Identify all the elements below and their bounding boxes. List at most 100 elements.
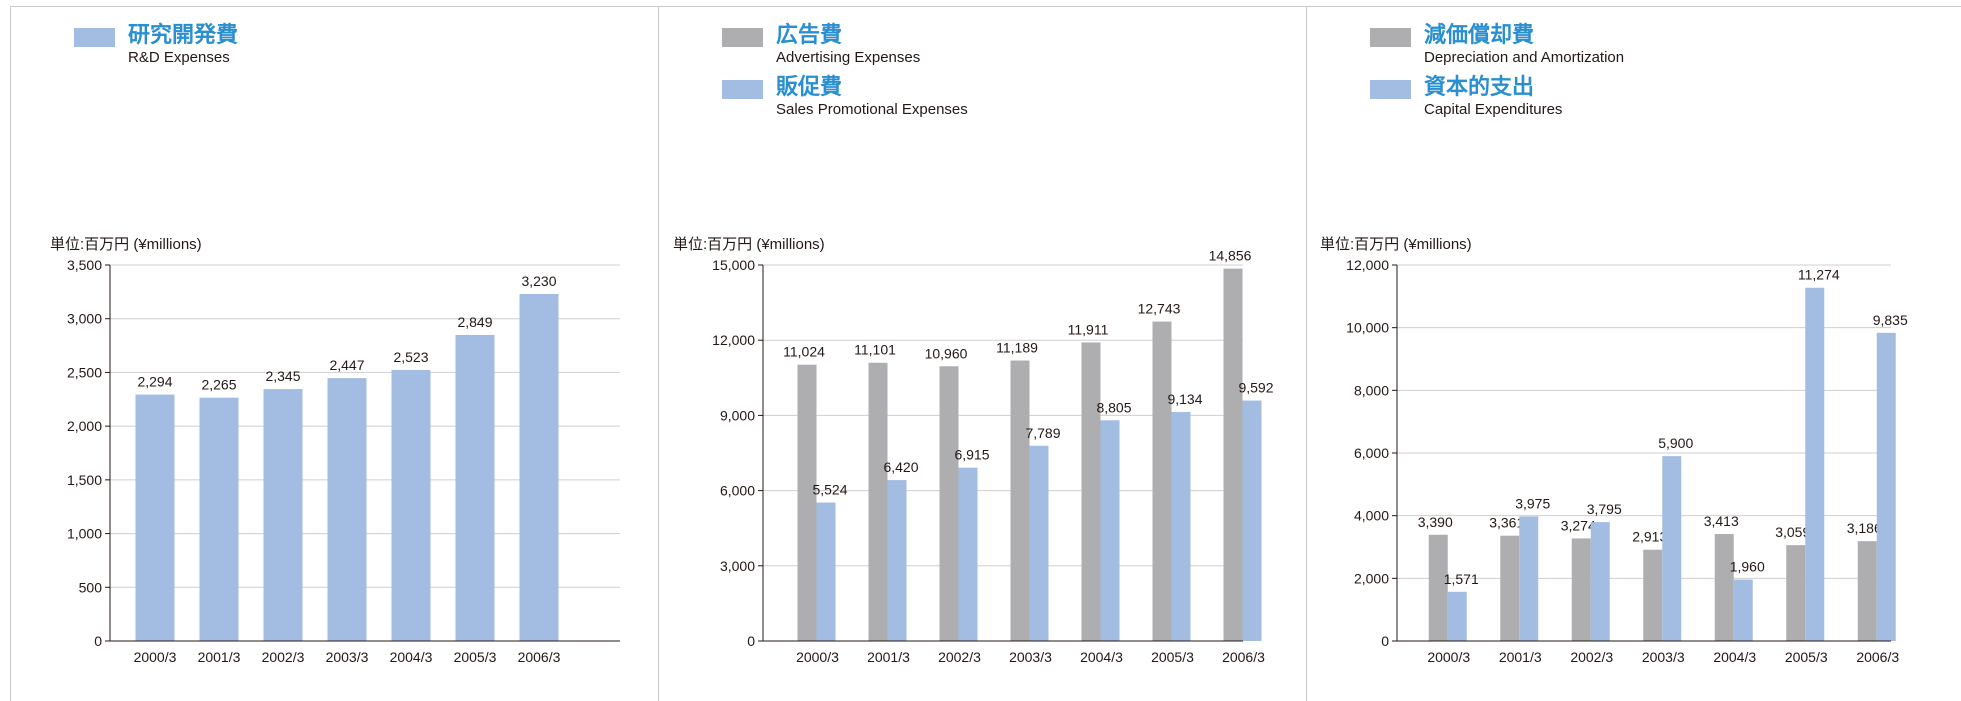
data-label: 3,274 [1561,517,1596,533]
bar [816,502,836,641]
bar [199,397,239,641]
bar [1500,535,1520,641]
bar [797,364,817,641]
data-label: 1,571 [1444,571,1479,587]
legend-item-capex: 資本的支出 Capital Expenditures [1370,74,1670,126]
data-label: 11,101 [854,342,896,358]
legend-swatch-advertising [722,28,763,47]
y-tick-label: 0 [1381,633,1389,649]
legend-title-en: Capital Expenditures [1424,101,1563,118]
data-label: 3,795 [1587,501,1622,517]
bar [1876,332,1896,641]
bar [455,334,495,641]
data-label: 11,274 [1798,267,1840,283]
y-tick-label: 1,500 [67,472,102,488]
bar [1733,579,1753,641]
x-tick-label: 2003/3 [1642,649,1685,665]
bar [1714,534,1734,641]
x-tick-label: 2000/3 [796,649,839,665]
y-tick-label: 2,500 [67,364,102,380]
bar [1152,321,1172,641]
legend-title-en: Advertising Expenses [776,49,921,66]
data-label: 8,805 [1096,399,1131,415]
bar [519,294,559,641]
data-label: 2,523 [393,349,428,365]
legend-item-rd: 研究開発費 R&D Expenses [74,22,374,74]
bar [391,369,431,641]
bar [135,394,175,641]
legend-swatch-depreciation [1370,28,1411,47]
data-label: 3,186 [1847,520,1882,536]
x-tick-label: 2001/3 [867,649,910,665]
x-tick-label: 2005/3 [454,649,497,665]
bar [868,362,888,641]
data-label: 7,789 [1025,425,1060,441]
legend-title-jp: 資本的支出 [1424,74,1535,99]
legend-title-en: Depreciation and Amortization [1424,49,1625,66]
legend-title-en: Sales Promotional Expenses [776,101,968,118]
x-tick-label: 2000/3 [1427,649,1470,665]
y-tick-label: 6,000 [720,483,755,499]
data-label: 9,835 [1873,312,1908,328]
advertising-promotion-chart: 0 3,000 6,000 9,000 12,000 15,000 11,024 5,524 2… [712,248,1274,665]
data-label: 10,960 [925,345,968,361]
legend-title-en: R&D Expenses [128,49,230,66]
x-tick-label: 2002/3 [938,649,981,665]
data-label: 2,294 [137,374,172,390]
bar [958,467,978,641]
panel-divider-1 [658,6,659,701]
x-tick-label: 2006/3 [518,649,561,665]
data-label: 3,975 [1515,495,1550,511]
x-tick-label: 2001/3 [198,649,241,665]
bar [1805,287,1825,641]
bar [939,366,959,641]
data-label: 5,524 [812,482,847,498]
y-tick-label: 2,000 [67,418,102,434]
rd-expenses-chart: 0 500 1,000 1,500 2,000 2,500 3,000 3,500 2,294 2… [67,257,620,665]
data-label: 3,390 [1418,514,1453,530]
legend-item-sales-promotion: 販促費 Sales Promotional Expenses [722,74,1022,126]
bar [1100,420,1120,641]
x-tick-label: 2003/3 [1009,649,1052,665]
data-label: 2,849 [457,314,492,330]
y-tick-label: 10,000 [1346,320,1389,336]
advertising-promotion-panel: 広告費 Advertising Expenses 販促費 Sales Promo… [658,0,1306,701]
bar [1643,549,1663,641]
bar [1242,400,1262,641]
legend-swatch-sales-promotion [722,80,763,99]
data-label: 3,361 [1489,515,1524,531]
rd-expenses-panel: 研究開発費 R&D Expenses 単位:百万円 (¥millions) 0 5… [0,0,658,701]
x-tick-label: 2004/3 [390,649,433,665]
bar [1171,412,1191,641]
y-tick-label: 9,000 [720,407,755,423]
bar [1029,445,1049,641]
bar [1857,541,1877,641]
legend-title-jp: 広告費 [776,22,843,47]
data-label: 6,915 [954,447,989,463]
legend-title-jp: 研究開発費 [128,22,239,47]
y-tick-label: 12,000 [1346,257,1389,273]
frame-left-border [10,6,11,701]
data-label: 3,059 [1775,524,1810,540]
data-label: 11,911 [1068,321,1109,337]
bar [1010,360,1030,641]
bar [1428,534,1448,641]
bar [1662,456,1682,641]
depreciation-capex-chart: 0 2,000 4,000 6,000 8,000 10,000 12,000 3,390 1,… [1346,257,1908,665]
y-tick-label: 0 [94,633,102,649]
legend-swatch-capex [1370,80,1411,99]
bar [1519,516,1539,641]
legend-swatch-rd [74,28,115,47]
data-label: 9,134 [1167,391,1202,407]
data-label: 2,265 [201,377,236,393]
x-tick-label: 2001/3 [1499,649,1542,665]
data-label: 6,420 [883,459,918,475]
y-tick-label: 6,000 [1354,445,1389,461]
x-tick-label: 2002/3 [262,649,305,665]
data-label: 3,413 [1704,513,1739,529]
data-label: 3,230 [521,273,556,289]
bar [1590,522,1610,641]
unit-label: 単位:百万円 (¥millions) [673,236,825,253]
y-tick-label: 15,000 [712,257,755,273]
bar [327,378,367,641]
